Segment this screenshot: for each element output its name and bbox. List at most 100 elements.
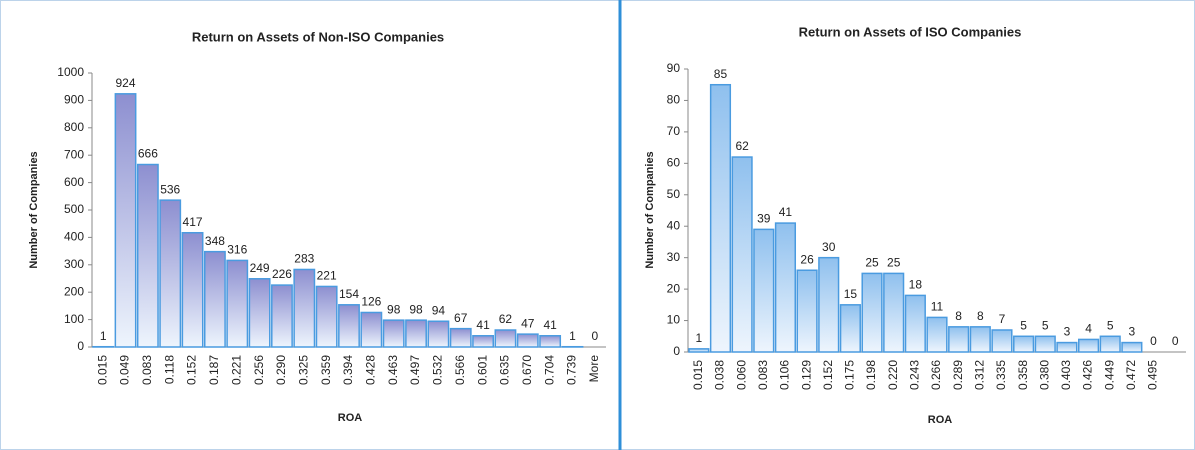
bar	[360, 311, 383, 348]
data-label: 154	[339, 287, 359, 301]
data-label: 1	[100, 329, 107, 343]
x-tick-label: 0.243	[908, 360, 922, 390]
data-label: 94	[432, 303, 446, 317]
bar	[753, 228, 775, 353]
x-tick-label: 0.220	[886, 360, 900, 390]
y-tick-label: 800	[64, 120, 84, 134]
bar	[427, 320, 450, 348]
y-tick-label: 50	[667, 187, 681, 201]
x-tick-label: 0.015	[95, 355, 109, 385]
data-label: 25	[887, 256, 901, 270]
data-label: 41	[543, 318, 557, 332]
x-tick-label: 0.359	[319, 355, 333, 385]
x-tick-label: 0.380	[1037, 360, 1051, 390]
x-tick-label: 0.325	[296, 355, 310, 385]
x-tick-label: 0.266	[929, 360, 943, 390]
bar	[338, 304, 360, 348]
x-tick-label: 0.532	[431, 355, 445, 385]
y-tick-label: 60	[667, 156, 681, 170]
data-label: 26	[800, 252, 814, 266]
x-tick-label: 0.060	[734, 360, 748, 390]
x-tick-label: 0.038	[713, 360, 727, 390]
x-tick-label: 0.083	[140, 355, 154, 385]
bar	[818, 256, 840, 353]
y-tick-label: 1000	[57, 65, 84, 79]
data-label: 25	[865, 256, 879, 270]
data-label: 7	[999, 312, 1006, 326]
x-tick-label: 0.601	[475, 355, 489, 385]
y-tick-label: 0	[77, 339, 84, 353]
data-label: 0	[1172, 334, 1179, 348]
y-tick-label: 200	[64, 284, 84, 298]
bar	[315, 285, 338, 348]
x-tick-label: 0.049	[118, 355, 132, 385]
bar	[203, 250, 226, 348]
x-tick-label: 0.256	[252, 355, 266, 385]
data-label: 18	[909, 278, 923, 292]
x-tick-label: 0.118	[162, 355, 176, 384]
y-tick-label: 700	[64, 147, 84, 161]
data-label: 5	[1042, 318, 1049, 332]
x-tick-label: 0.403	[1059, 360, 1073, 390]
x-tick-label: 0.175	[843, 360, 857, 390]
data-label: 41	[779, 205, 793, 219]
y-tick-label: 10	[667, 313, 681, 327]
x-tick-label: 0.289	[951, 360, 965, 390]
x-axis-title: ROA	[338, 412, 363, 424]
x-tick-label: 0.635	[498, 355, 512, 385]
bar	[1077, 338, 1100, 353]
data-label: 98	[409, 302, 423, 316]
bar	[969, 326, 991, 353]
bar	[114, 93, 137, 348]
data-label: 39	[757, 212, 771, 226]
y-axis-title: Number of Companies	[644, 151, 656, 268]
bar	[516, 333, 539, 348]
data-label: 5	[1020, 318, 1027, 332]
data-label: 8	[977, 309, 984, 323]
y-tick-label: 500	[64, 202, 84, 216]
y-axis-title: Number of Companies	[28, 151, 40, 268]
x-axis-title: ROA	[928, 414, 953, 426]
x-tick-label: 0.083	[756, 360, 770, 390]
x-tick-label: 0.739	[565, 355, 579, 385]
bar	[839, 304, 861, 353]
data-label: 924	[116, 76, 136, 90]
bar	[861, 272, 883, 353]
bar	[494, 329, 517, 348]
y-tick-label: 90	[667, 61, 681, 75]
bar	[731, 156, 753, 353]
bar	[926, 316, 948, 353]
bar	[382, 319, 405, 348]
y-tick-label: 900	[64, 93, 84, 107]
x-tick-label: 0.015	[691, 360, 705, 390]
bar	[226, 259, 249, 348]
x-tick-label: 0.290	[274, 355, 288, 385]
bar	[1121, 341, 1143, 353]
x-tick-label: 0.312	[972, 360, 986, 390]
bar	[449, 327, 472, 348]
x-tick-label: 0.152	[821, 360, 835, 390]
bar	[883, 272, 905, 353]
x-tick-label: 0.472	[1124, 360, 1138, 390]
data-label: 226	[272, 267, 292, 281]
x-tick-label: 0.426	[1081, 360, 1095, 390]
data-label: 41	[476, 318, 490, 332]
x-tick-label: More	[587, 355, 601, 383]
y-tick-label: 30	[667, 250, 681, 264]
bar	[136, 163, 159, 348]
x-tick-label: 0.187	[207, 355, 221, 385]
data-label: 11	[931, 300, 944, 314]
data-label: 5	[1107, 318, 1114, 332]
bar	[1013, 335, 1035, 353]
x-tick-label: 0.428	[364, 355, 378, 385]
bar	[796, 269, 818, 353]
y-tick-label: 20	[667, 281, 681, 295]
data-label: 126	[361, 295, 381, 309]
bar	[948, 326, 970, 353]
y-tick-label: 300	[64, 257, 84, 271]
data-label: 30	[822, 240, 836, 254]
data-label: 98	[387, 302, 401, 316]
data-label: 62	[735, 139, 749, 153]
